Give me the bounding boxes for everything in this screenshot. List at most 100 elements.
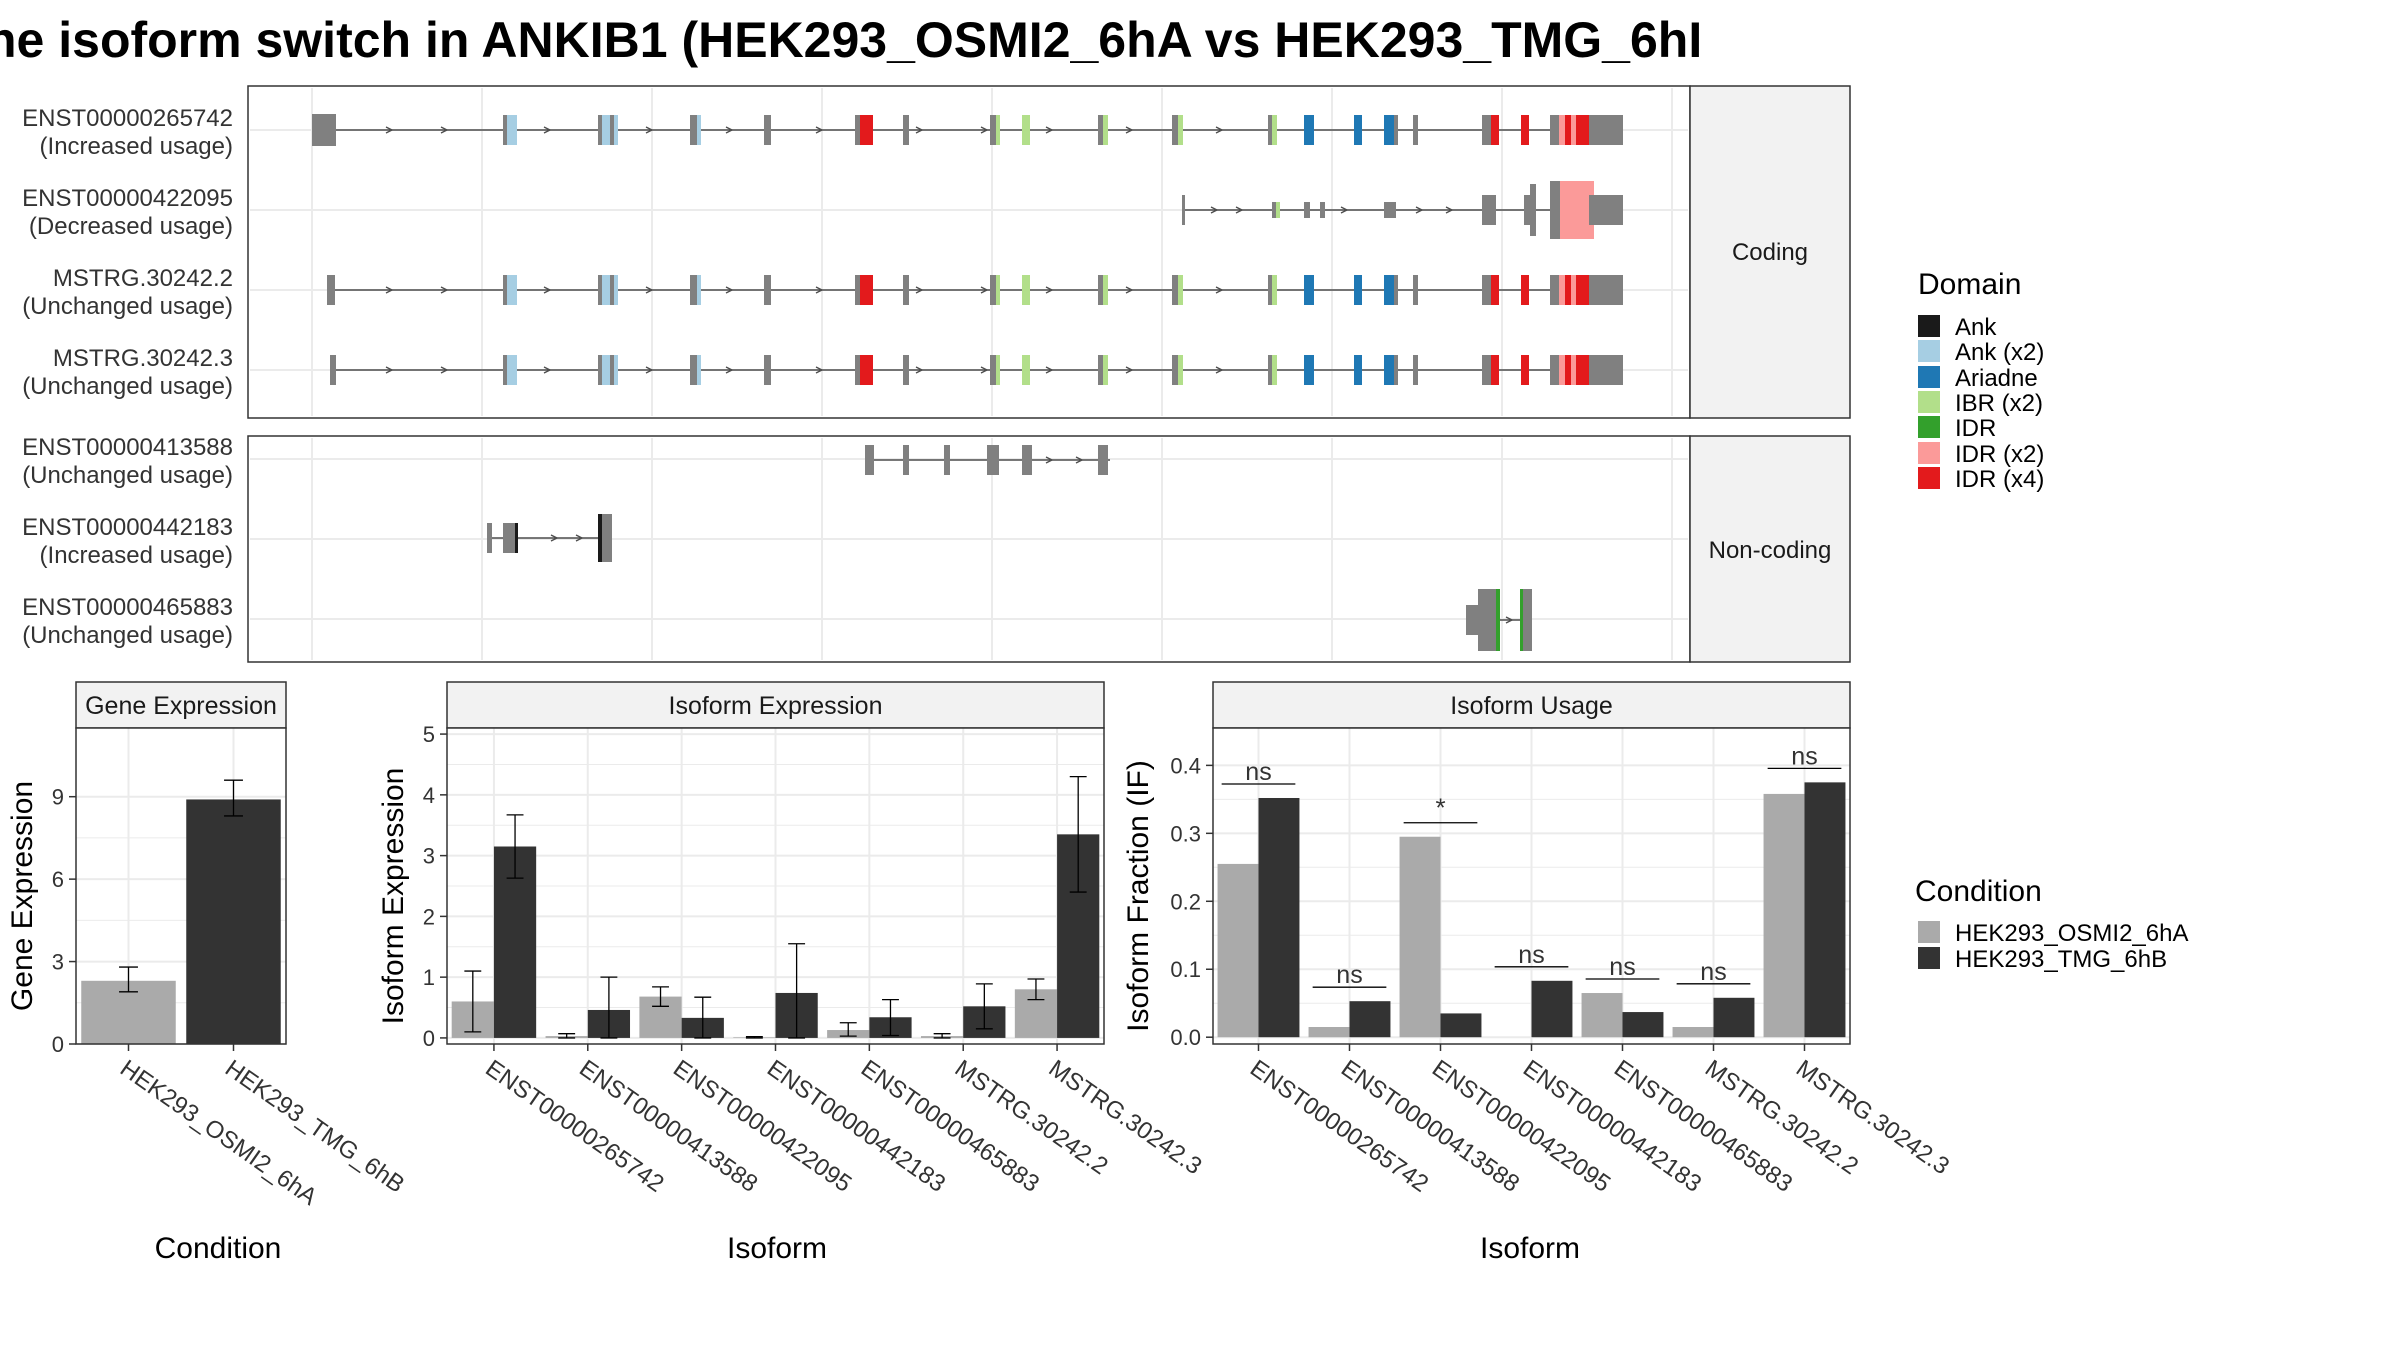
direction-arrow [725, 126, 734, 134]
legend-label-ank: Ank [1955, 314, 1997, 341]
error-bar [558, 1033, 576, 1039]
x-tick-label: MSTRG.30242.2 [950, 1055, 1113, 1180]
direction-arrow [1505, 616, 1514, 624]
exon [1530, 184, 1536, 236]
legend-label-ariadne: Ariadne [1955, 365, 2038, 392]
error-bar [694, 996, 712, 1039]
exon [598, 514, 602, 562]
isoform-expression-chart: Isoform Expression012345ENST00000265742E… [377, 681, 1207, 1265]
exon [697, 355, 701, 385]
error-bar [1069, 775, 1087, 893]
error-bar [464, 970, 482, 1033]
bar [1672, 1027, 1714, 1038]
y-axis-title: Isoform Fraction (IF) [1122, 760, 1155, 1032]
chart-title: Gene Expression [85, 692, 277, 720]
error-bar [933, 1033, 951, 1039]
exon [511, 115, 515, 145]
isoform-usage-chart: Isoform Usage ns ns * ns ns ns ns 0.0 0.1 0.2 0.3 0.… [1122, 681, 1954, 1265]
exon [1384, 115, 1394, 145]
error-bar [745, 1036, 763, 1039]
legend-swatch-idr-x2 [1918, 442, 1940, 464]
direction-arrow [980, 286, 989, 294]
bar [1763, 793, 1805, 1038]
direction-arrow [1045, 126, 1054, 134]
exon [1565, 355, 1571, 385]
exon [1178, 275, 1183, 305]
exon [507, 355, 511, 385]
exon [764, 355, 771, 385]
direction-arrow [1125, 126, 1134, 134]
direction-arrow [1340, 206, 1349, 214]
transcript-usage: (Unchanged usage) [22, 462, 233, 489]
exon [944, 445, 950, 475]
legend-label-osmi2: HEK293_OSMI2_6hA [1955, 920, 2188, 947]
exon [1576, 115, 1583, 145]
direction-arrow [1075, 456, 1084, 464]
exon [1482, 275, 1491, 305]
exon [610, 115, 615, 145]
direction-arrow [440, 286, 449, 294]
exon [507, 115, 511, 145]
exon [1482, 115, 1491, 145]
direction-arrow [980, 366, 989, 374]
exon [1268, 275, 1272, 305]
transcript-id: ENST00000413588 [22, 434, 233, 461]
y-tick-label: 9 [52, 785, 64, 810]
exon [515, 523, 518, 553]
y-tick-label: 0.1 [1170, 957, 1201, 982]
exon [1576, 355, 1583, 385]
exon [503, 523, 517, 553]
direction-arrow [645, 126, 654, 134]
x-tick-label: HEK293_TMG_6hB [220, 1055, 409, 1199]
exon [903, 355, 909, 385]
exon [990, 115, 996, 145]
bar [1804, 782, 1846, 1038]
exon [1550, 275, 1559, 305]
error-bar [652, 986, 669, 1007]
transcript-model [1466, 589, 1532, 651]
bar [1531, 980, 1573, 1038]
exon [1482, 195, 1496, 225]
exon [860, 355, 869, 385]
exon [903, 115, 909, 145]
coding-strip-label: Coding [1732, 239, 1808, 266]
exon [903, 445, 909, 475]
transcript-labels: ENST00000265742 (Increased usage) ENST00… [22, 105, 233, 649]
exon [1272, 355, 1277, 385]
exon [869, 275, 873, 305]
direction-arrow [1215, 366, 1224, 374]
exon [598, 115, 603, 145]
exon [1559, 355, 1565, 385]
direction-arrow [1045, 286, 1054, 294]
exon [1560, 181, 1570, 239]
exon [602, 115, 610, 145]
legend-swatch-osmi2 [1918, 921, 1940, 943]
bar [1622, 1012, 1664, 1038]
significance-label: ns [1609, 953, 1635, 981]
noncoding-strip [1689, 435, 1851, 663]
exon [511, 355, 515, 385]
direction-arrow [385, 366, 394, 374]
direction-arrow [1235, 206, 1244, 214]
y-axis-title: Gene Expression [6, 781, 39, 1011]
exon [1022, 115, 1030, 145]
transcript-usage: (Unchanged usage) [22, 622, 233, 649]
error-bar [600, 976, 618, 1039]
exon [1022, 275, 1030, 305]
exon [1178, 355, 1183, 385]
chart-strip [1212, 681, 1851, 729]
exon [987, 445, 999, 475]
significance-label: ns [1791, 742, 1817, 770]
legend-swatch-ariadne [1918, 366, 1940, 388]
transcript-model [487, 514, 612, 562]
exon [1491, 355, 1499, 385]
domain-legend: Domain Ank Ank (x2) Ariadne IBR (x2) IDR… [1918, 268, 2044, 493]
exon [614, 115, 618, 145]
exon [507, 275, 511, 305]
exon [1491, 275, 1499, 305]
bar [1349, 1001, 1391, 1038]
bar [1308, 1027, 1350, 1038]
chart-strip [446, 681, 1105, 729]
exon [1583, 355, 1589, 385]
